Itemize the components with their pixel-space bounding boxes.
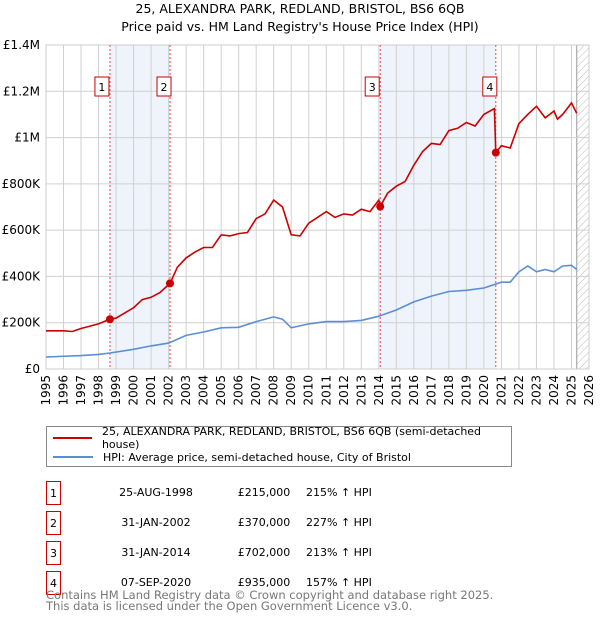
x-tick-label: 1999 bbox=[109, 375, 123, 406]
x-tick-label: 2007 bbox=[249, 375, 263, 406]
x-tick-label: 2009 bbox=[284, 375, 298, 406]
x-tick-label: 2004 bbox=[197, 375, 211, 406]
y-tick-label: £0 bbox=[25, 362, 40, 376]
legend-swatch-red bbox=[53, 437, 92, 439]
x-tick-label: 1997 bbox=[74, 375, 88, 406]
sale-label-box bbox=[364, 76, 380, 97]
sale-label-box bbox=[94, 76, 110, 97]
sale-number-badge: 4 bbox=[46, 571, 61, 595]
y-tick-label: £200K bbox=[2, 316, 42, 330]
y-tick-label: £600K bbox=[2, 223, 42, 237]
sale-label-box bbox=[156, 76, 172, 97]
legend-swatch-blue bbox=[53, 456, 93, 458]
sale-point bbox=[376, 202, 385, 211]
legend: 25, ALEXANDRA PARK, REDLAND, BRISTOL, BS… bbox=[46, 425, 512, 467]
footer-licence: This data is licensed under the Open Gov… bbox=[46, 599, 413, 613]
x-tick-label: 2016 bbox=[407, 375, 421, 406]
y-tick-label: £1M bbox=[14, 131, 40, 145]
footer-copyright: Contains HM Land Registry data © Crown c… bbox=[46, 588, 494, 602]
sale-point bbox=[491, 148, 500, 157]
sale-hpi-change: 227% ↑ HPI bbox=[306, 516, 372, 529]
y-tick-label: £1.2M bbox=[3, 84, 40, 98]
x-tick-label: 2024 bbox=[547, 375, 561, 406]
y-tick-label: £400K bbox=[2, 269, 42, 283]
chart-subtitle: Price paid vs. HM Land Registry's House … bbox=[121, 19, 479, 34]
x-tick-label: 2005 bbox=[214, 375, 228, 406]
sale-number-badge: 1 bbox=[46, 481, 61, 505]
sale-date: 31-JAN-2014 bbox=[121, 546, 191, 559]
price-chart: 1995 1996 1997 1998 1999 2000 2001 2002 2003 2004… bbox=[2, 38, 596, 406]
x-tick-label: 1998 bbox=[92, 375, 106, 406]
sale-point bbox=[166, 279, 175, 288]
x-tick-label: 2012 bbox=[337, 375, 351, 406]
sale-price: £935,000 bbox=[237, 576, 291, 589]
x-tick-label: 2026 bbox=[582, 375, 596, 406]
x-tick-label: 2003 bbox=[179, 375, 193, 406]
x-tick-label: 2018 bbox=[442, 375, 456, 406]
x-tick-label: 2014 bbox=[372, 375, 386, 406]
x-tick-label: 2008 bbox=[267, 375, 281, 406]
y-tick-label: £800K bbox=[2, 177, 42, 191]
x-tick-label: 2022 bbox=[512, 375, 526, 406]
hpi-series-line bbox=[45, 264, 578, 358]
x-tick-label: 1995 bbox=[39, 375, 53, 406]
legend-label: HPI: Average price, semi-detached house,… bbox=[103, 450, 411, 464]
x-tick-label: 2013 bbox=[354, 375, 368, 406]
sale-number-badge: 3 bbox=[46, 541, 61, 565]
table-row: 3 31-JAN-2014 £702,000 213% ↑ HPI bbox=[46, 541, 446, 565]
x-tick-label: 2019 bbox=[459, 375, 473, 406]
chart-title: 25, ALEXANDRA PARK, REDLAND, BRISTOL, BS… bbox=[135, 1, 465, 16]
sale-price: £370,000 bbox=[237, 516, 291, 529]
x-tick-label: 2015 bbox=[389, 375, 403, 406]
sale-point bbox=[105, 315, 114, 324]
sale-label-number: 1 bbox=[98, 81, 105, 94]
sale-label-number: 4 bbox=[486, 81, 493, 94]
table-row: 2 31-JAN-2002 £370,000 227% ↑ HPI bbox=[46, 511, 446, 535]
x-tick-label: 2006 bbox=[232, 375, 246, 406]
x-tick-label: 2025 bbox=[564, 375, 578, 406]
property-series-line bbox=[46, 101, 578, 333]
sale-date: 31-JAN-2002 bbox=[121, 516, 191, 529]
sale-hpi-change: 157% ↑ HPI bbox=[306, 576, 372, 589]
plot-frame bbox=[45, 44, 590, 370]
x-tick-label: 1996 bbox=[57, 375, 71, 406]
legend-item-property: 25, ALEXANDRA PARK, REDLAND, BRISTOL, BS… bbox=[53, 425, 511, 451]
x-tick-label: 2001 bbox=[144, 375, 158, 406]
x-tick-label: 2017 bbox=[424, 375, 438, 406]
y-tick-label: £1.4M bbox=[3, 38, 40, 52]
x-tick-label: 2002 bbox=[162, 375, 176, 406]
legend-label: 25, ALEXANDRA PARK, REDLAND, BRISTOL, BS… bbox=[101, 425, 482, 451]
x-tick-label: 2023 bbox=[529, 375, 543, 406]
sale-price: £215,000 bbox=[237, 486, 291, 499]
sale-number-badge: 2 bbox=[46, 511, 61, 535]
x-tick-label: 2020 bbox=[477, 375, 491, 406]
table-row: 1 25-AUG-1998 £215,000 215% ↑ HPI bbox=[46, 481, 446, 505]
x-tick-label: 2011 bbox=[319, 375, 333, 406]
shaded-period bbox=[380, 45, 496, 369]
sale-date: 25-AUG-1998 bbox=[119, 486, 193, 499]
sale-hpi-change: 215% ↑ HPI bbox=[306, 486, 372, 499]
sale-date: 07-SEP-2020 bbox=[120, 576, 192, 589]
sale-label-number: 2 bbox=[161, 81, 168, 94]
sale-label-number: 3 bbox=[369, 81, 376, 94]
x-tick-label: 2010 bbox=[302, 375, 316, 406]
table-row: 4 07-SEP-2020 £935,000 157% ↑ HPI bbox=[46, 571, 446, 595]
future-hatched-area bbox=[576, 45, 589, 369]
sale-label-box bbox=[482, 76, 498, 97]
x-tick-label: 2000 bbox=[127, 375, 141, 406]
sale-price: £702,000 bbox=[237, 546, 291, 559]
sale-hpi-change: 213% ↑ HPI bbox=[306, 546, 372, 559]
x-tick-label: 2021 bbox=[494, 375, 508, 406]
legend-item-hpi: HPI: Average price, semi-detached house,… bbox=[53, 449, 411, 465]
